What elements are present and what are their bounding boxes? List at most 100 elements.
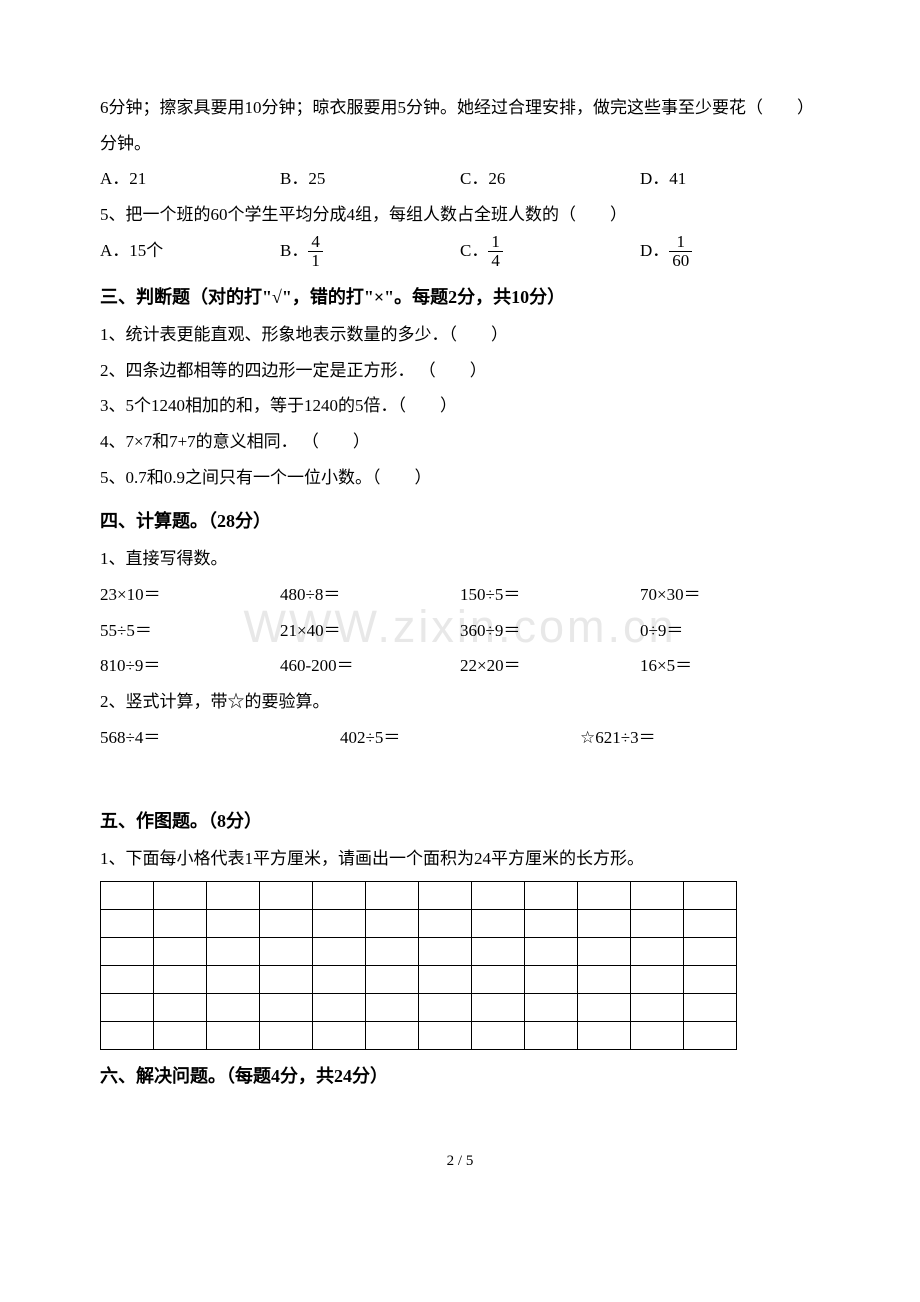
grid-cell: [207, 965, 260, 993]
grid-cell: [525, 881, 578, 909]
grid-cell: [472, 1021, 525, 1049]
grid-cell: [260, 909, 313, 937]
grid-cell: [366, 1021, 419, 1049]
grid-cell: [154, 909, 207, 937]
grid-cell: [631, 881, 684, 909]
grid-cell: [154, 965, 207, 993]
grid-cell: [684, 937, 737, 965]
grid-cell: [631, 937, 684, 965]
grid-cell: [684, 881, 737, 909]
grid-cell: [154, 937, 207, 965]
vert-cell: 402÷5＝: [340, 720, 580, 756]
q4-opt-c: C．26: [460, 161, 640, 197]
grid-cell: [260, 965, 313, 993]
grid-cell: [207, 1021, 260, 1049]
q5-text: 5、把一个班的60个学生平均分成4组，每组人数占全班人数的（ ）: [100, 197, 820, 233]
grid-cell: [207, 993, 260, 1021]
grid-cell: [313, 881, 366, 909]
grid-cell: [419, 965, 472, 993]
calc-cell: 810÷9＝: [100, 648, 280, 684]
grid-cell: [472, 965, 525, 993]
frac-num: 1: [669, 233, 692, 253]
grid-cell: [631, 993, 684, 1021]
s3-q2: 2、四条边都相等的四边形一定是正方形． （ ）: [100, 353, 820, 389]
grid-cell: [525, 937, 578, 965]
grid-cell: [419, 993, 472, 1021]
grid-cell: [154, 993, 207, 1021]
frac-den: 1: [308, 252, 323, 271]
q4-continued: 6分钟；擦家具要用10分钟；晾衣服要用5分钟。她经过合理安排，做完这些事至少要花…: [100, 90, 820, 161]
grid-cell: [207, 909, 260, 937]
grid-cell: [366, 909, 419, 937]
grid-cell: [525, 993, 578, 1021]
section6-title: 六、解决问题。（每题4分，共24分）: [100, 1058, 820, 1096]
calc-cell: 55÷5＝: [100, 613, 280, 649]
q5-opt-a: A．15个: [100, 233, 280, 271]
q4-options: A．21 B．25 C．26 D．41: [100, 161, 820, 197]
grid-cell: [684, 1021, 737, 1049]
q5-options: A．15个 B．41 C．14 D．160: [100, 233, 820, 271]
calc-row-2: 55÷5＝ 21×40＝ 360÷9＝ 0÷9＝: [100, 613, 820, 649]
grid-cell: [578, 993, 631, 1021]
q5-opt-d-label: D．: [640, 241, 669, 260]
s3-q1: 1、统计表更能直观、形象地表示数量的多少．（ ）: [100, 317, 820, 353]
q5-opt-d: D．160: [640, 233, 820, 271]
grid-cell: [419, 1021, 472, 1049]
grid-cell: [631, 1021, 684, 1049]
grid-cell: [154, 1021, 207, 1049]
s3-q5: 5、0.7和0.9之间只有一个一位小数。（ ）: [100, 460, 820, 496]
calc-cell: 21×40＝: [280, 613, 460, 649]
grid-cell: [366, 937, 419, 965]
grid-cell: [578, 965, 631, 993]
frac-num: 4: [308, 233, 323, 253]
q5-opt-c-label: C．: [460, 241, 488, 260]
grid-cell: [684, 993, 737, 1021]
calc-cell: 70×30＝: [640, 577, 820, 613]
frac-den: 60: [669, 252, 692, 271]
q4-opt-a: A．21: [100, 161, 280, 197]
grid-cell: [207, 937, 260, 965]
grid-cell: [419, 881, 472, 909]
grid-cell: [684, 909, 737, 937]
grid-cell: [313, 1021, 366, 1049]
section4-title: 四、计算题。（28分）: [100, 503, 820, 541]
grid-cell: [313, 909, 366, 937]
grid-cell: [366, 993, 419, 1021]
grid-cell: [313, 965, 366, 993]
section3-title: 三、判断题（对的打"√"，错的打"×"。每题2分，共10分）: [100, 279, 820, 317]
grid-cell: [578, 909, 631, 937]
vertical-calc-row: 568÷4＝ 402÷5＝ ☆621÷3＝: [100, 720, 820, 756]
grid-cell: [419, 937, 472, 965]
s3-q3: 3、5个1240相加的和，等于1240的5倍．（ ）: [100, 388, 820, 424]
grid-cell: [472, 937, 525, 965]
grid-cell: [260, 937, 313, 965]
spacer: [100, 755, 820, 795]
grid-cell: [366, 965, 419, 993]
fraction: 41: [308, 233, 323, 271]
calc-row-3: 810÷9＝ 460-200＝ 22×20＝ 16×5＝: [100, 648, 820, 684]
grid-cell: [313, 993, 366, 1021]
calc-cell: 16×5＝: [640, 648, 820, 684]
section5-title: 五、作图题。（8分）: [100, 803, 820, 841]
grid-cell: [101, 1021, 154, 1049]
calc-cell: 23×10＝: [100, 577, 280, 613]
grid-cell: [366, 881, 419, 909]
q4-opt-b: B．25: [280, 161, 460, 197]
calc-cell: 360÷9＝: [460, 613, 640, 649]
grid-cell: [101, 881, 154, 909]
s4-q2: 2、竖式计算，带☆的要验算。: [100, 684, 820, 720]
grid-cell: [525, 909, 578, 937]
vert-cell: ☆621÷3＝: [580, 720, 820, 756]
grid-cell: [260, 881, 313, 909]
grid-cell: [207, 881, 260, 909]
grid-cell: [578, 881, 631, 909]
q5-opt-b-label: B．: [280, 241, 308, 260]
frac-num: 1: [488, 233, 503, 253]
calc-cell: 150÷5＝: [460, 577, 640, 613]
grid-cell: [472, 993, 525, 1021]
grid-cell: [631, 909, 684, 937]
fraction: 14: [488, 233, 503, 271]
calc-cell: 460-200＝: [280, 648, 460, 684]
grid-cell: [101, 909, 154, 937]
grid-cell: [313, 937, 366, 965]
